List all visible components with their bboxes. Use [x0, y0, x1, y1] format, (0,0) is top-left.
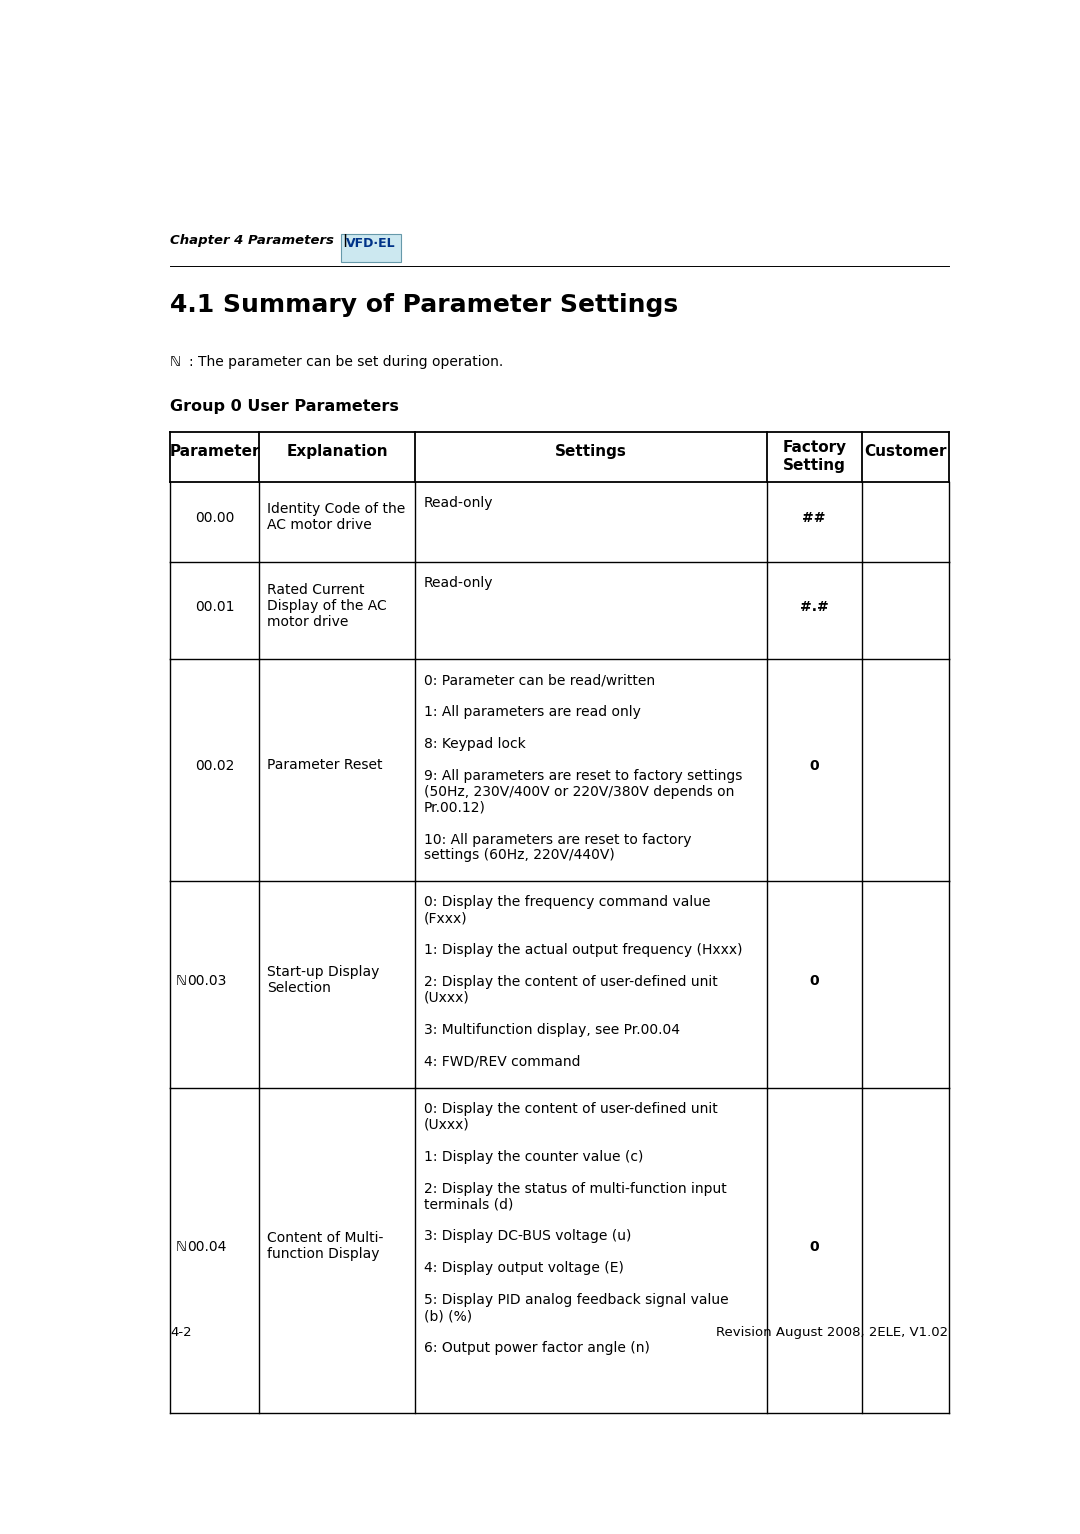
- Text: (Fxxx): (Fxxx): [423, 911, 468, 925]
- Text: 1: Display the actual output frequency (Hxxx): 1: Display the actual output frequency (…: [423, 943, 742, 957]
- Text: VFD·EL: VFD·EL: [347, 238, 396, 250]
- Text: ℕ: ℕ: [171, 356, 181, 370]
- Text: 2: Display the content of user-defined unit: 2: Display the content of user-defined u…: [423, 976, 717, 989]
- Text: 6: Output power factor angle (n): 6: Output power factor angle (n): [423, 1341, 650, 1355]
- Text: Explanation: Explanation: [286, 443, 388, 459]
- Text: 4: Display output voltage (E): 4: Display output voltage (E): [423, 1261, 623, 1275]
- Text: Display of the AC: Display of the AC: [267, 598, 387, 614]
- Text: settings (60Hz, 220V/440V): settings (60Hz, 220V/440V): [423, 848, 615, 862]
- Text: 00.04: 00.04: [187, 1239, 227, 1253]
- Text: 9: All parameters are reset to factory settings: 9: All parameters are reset to factory s…: [423, 769, 742, 782]
- FancyBboxPatch shape: [341, 233, 401, 262]
- Text: Rated Current: Rated Current: [267, 583, 365, 597]
- Text: terminals (d): terminals (d): [423, 1198, 513, 1212]
- Text: 0: Display the content of user-defined unit: 0: Display the content of user-defined u…: [423, 1101, 717, 1115]
- Text: 4-2: 4-2: [171, 1327, 192, 1339]
- Text: function Display: function Display: [267, 1247, 380, 1261]
- Text: Parameter: Parameter: [170, 443, 260, 459]
- Text: 00.03: 00.03: [187, 974, 227, 988]
- Text: 3: Display DC-BUS voltage (u): 3: Display DC-BUS voltage (u): [423, 1229, 631, 1244]
- Text: 00.00: 00.00: [194, 511, 234, 525]
- Text: 1: All parameters are read only: 1: All parameters are read only: [423, 706, 640, 719]
- Text: ℕ: ℕ: [175, 974, 187, 988]
- Text: (50Hz, 230V/400V or 220V/380V depends on: (50Hz, 230V/400V or 220V/380V depends on: [423, 785, 734, 799]
- Text: 0: Parameter can be read/written: 0: Parameter can be read/written: [423, 673, 654, 687]
- Text: AC motor drive: AC motor drive: [267, 518, 372, 532]
- Text: Pr.00.12): Pr.00.12): [423, 801, 486, 815]
- Text: (Uxxx): (Uxxx): [423, 1118, 470, 1132]
- Text: 4.1 Summary of Parameter Settings: 4.1 Summary of Parameter Settings: [171, 293, 678, 316]
- Text: 00.01: 00.01: [194, 600, 234, 614]
- Text: Read-only: Read-only: [423, 495, 494, 509]
- Text: Group 0 User Parameters: Group 0 User Parameters: [171, 399, 399, 414]
- Text: 10: All parameters are reset to factory: 10: All parameters are reset to factory: [423, 833, 691, 847]
- Text: 0: 0: [809, 1239, 819, 1253]
- Text: 5: Display PID analog feedback signal value: 5: Display PID analog feedback signal va…: [423, 1293, 728, 1307]
- Text: Identity Code of the: Identity Code of the: [267, 503, 405, 517]
- Text: Customer: Customer: [864, 443, 946, 459]
- Text: 0: 0: [809, 759, 819, 773]
- Text: Selection: Selection: [267, 980, 332, 994]
- Text: Revision August 2008, 2ELE, V1.02: Revision August 2008, 2ELE, V1.02: [716, 1327, 948, 1339]
- Text: Start-up Display: Start-up Display: [267, 965, 380, 979]
- Text: Settings: Settings: [555, 443, 627, 459]
- Text: (Uxxx): (Uxxx): [423, 991, 470, 1005]
- Text: Parameter Reset: Parameter Reset: [267, 758, 382, 773]
- Text: Factory: Factory: [782, 440, 847, 456]
- Text: #.#: #.#: [800, 600, 828, 614]
- Text: : The parameter can be set during operation.: : The parameter can be set during operat…: [189, 356, 503, 370]
- Text: 2: Display the status of multi-function input: 2: Display the status of multi-function …: [423, 1181, 727, 1195]
- Text: Setting: Setting: [783, 459, 846, 472]
- Text: motor drive: motor drive: [267, 615, 349, 629]
- Text: Content of Multi-: Content of Multi-: [267, 1230, 383, 1244]
- Text: 3: Multifunction display, see Pr.00.04: 3: Multifunction display, see Pr.00.04: [423, 1023, 679, 1037]
- Text: ℕ: ℕ: [175, 1239, 187, 1253]
- Text: 0: Display the frequency command value: 0: Display the frequency command value: [423, 896, 711, 910]
- Text: 4: FWD/REV command: 4: FWD/REV command: [423, 1054, 580, 1069]
- Text: (b) (%): (b) (%): [423, 1309, 472, 1324]
- Text: 0: 0: [809, 974, 819, 988]
- Text: 1: Display the counter value (c): 1: Display the counter value (c): [423, 1149, 644, 1164]
- Text: ##: ##: [802, 511, 826, 525]
- Text: 8: Keypad lock: 8: Keypad lock: [423, 736, 526, 750]
- Text: Chapter 4 Parameters  |: Chapter 4 Parameters |: [171, 233, 348, 247]
- Text: Read-only: Read-only: [423, 577, 494, 591]
- Text: 00.02: 00.02: [194, 759, 234, 773]
